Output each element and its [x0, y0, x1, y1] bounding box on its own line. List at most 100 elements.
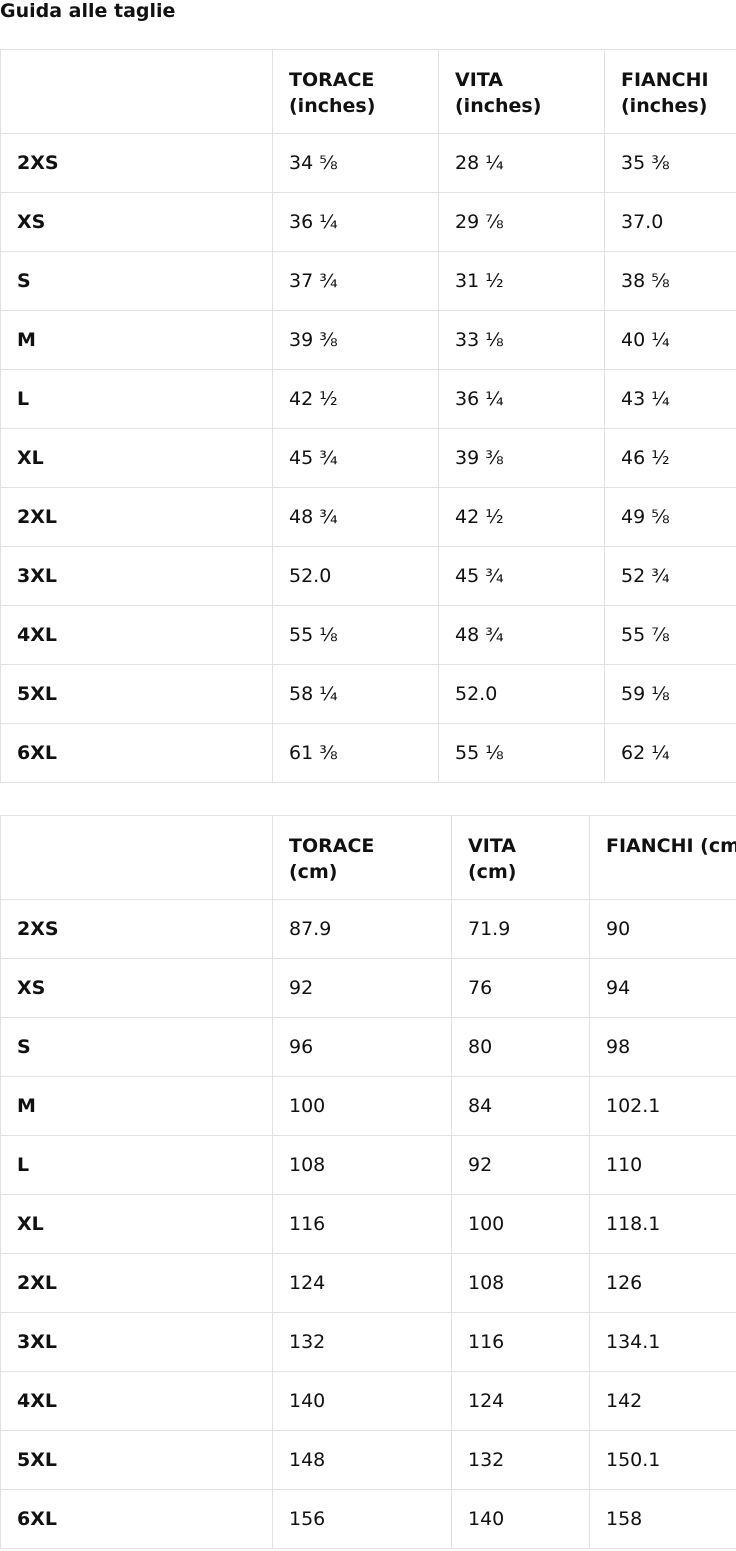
column-header: TORACE (inches)	[272, 49, 439, 134]
measurement: 150.1	[589, 1430, 736, 1490]
corner-cell	[0, 49, 273, 134]
table-body: 2XS 87.9 71.9 90 XS 92 76 94 S 96 80 98 M 100 84 102.1 L…	[0, 899, 736, 1549]
measurement: 37.0	[604, 192, 736, 252]
measurement: 110	[589, 1135, 736, 1195]
measurement: 35 ⅜	[604, 133, 736, 193]
size-row: M 100 84 102.1	[0, 1076, 736, 1136]
size-row: XL 45 ¾ 39 ⅜ 46 ½	[0, 428, 736, 488]
measurement: 43 ¼	[604, 369, 736, 429]
size-label: 2XS	[0, 899, 273, 959]
size-row: M 39 ⅜ 33 ⅛ 40 ¼	[0, 310, 736, 370]
measurement: 84	[451, 1076, 590, 1136]
size-label: 4XL	[0, 1371, 273, 1431]
measurement: 55 ⅛	[272, 605, 439, 665]
size-label: S	[0, 251, 273, 311]
table-body: 2XS 34 ⅝ 28 ¼ 35 ⅜ XS 36 ¼ 29 ⅞ 37.0 S 37 ¾ 31 ½ 38…	[0, 133, 736, 783]
size-label: 3XL	[0, 1312, 273, 1372]
size-label: XL	[0, 428, 273, 488]
measurement: 36 ¼	[272, 192, 439, 252]
size-label: 2XL	[0, 1253, 273, 1313]
measurement: 31 ½	[438, 251, 605, 311]
measurement: 39 ⅜	[438, 428, 605, 488]
measurement: 37 ¾	[272, 251, 439, 311]
size-label: 2XL	[0, 487, 273, 547]
measurement: 71.9	[451, 899, 590, 959]
measurement: 62 ¼	[604, 723, 736, 783]
measurement: 156	[272, 1489, 452, 1549]
measurement: 42 ½	[272, 369, 439, 429]
measurement: 108	[451, 1253, 590, 1313]
size-row: XS 36 ¼ 29 ⅞ 37.0	[0, 192, 736, 252]
size-label: XS	[0, 958, 273, 1018]
column-header-text: FIANCHI (cm)	[606, 835, 736, 857]
size-row: L 108 92 110	[0, 1135, 736, 1195]
column-header-text: VITA (inches)	[455, 69, 542, 117]
measurement: 55 ⅞	[604, 605, 736, 665]
measurement: 118.1	[589, 1194, 736, 1254]
size-row: S 37 ¾ 31 ½ 38 ⅝	[0, 251, 736, 311]
measurement: 33 ⅛	[438, 310, 605, 370]
measurement: 124	[451, 1371, 590, 1431]
measurement: 39 ⅜	[272, 310, 439, 370]
measurement: 38 ⅝	[604, 251, 736, 311]
size-label: L	[0, 369, 273, 429]
measurement: 96	[272, 1017, 452, 1077]
measurement: 140	[451, 1489, 590, 1549]
measurement: 58 ¼	[272, 664, 439, 724]
size-row: L 42 ½ 36 ¼ 43 ¼	[0, 369, 736, 429]
measurement: 61 ⅜	[272, 723, 439, 783]
size-row: 5XL 148 132 150.1	[0, 1430, 736, 1490]
header-row: TORACE (cm) VITA (cm) FIANCHI (cm)	[0, 815, 736, 900]
size-label: XL	[0, 1194, 273, 1254]
measurement: 42 ½	[438, 487, 605, 547]
size-label: M	[0, 1076, 273, 1136]
measurement: 90	[589, 899, 736, 959]
measurement: 98	[589, 1017, 736, 1077]
measurement: 34 ⅝	[272, 133, 439, 193]
measurement: 158	[589, 1489, 736, 1549]
column-header: TORACE (cm)	[272, 815, 452, 900]
corner-cell	[0, 815, 273, 900]
size-row: 2XS 34 ⅝ 28 ¼ 35 ⅜	[0, 133, 736, 193]
measurement: 124	[272, 1253, 452, 1313]
size-label: 5XL	[0, 664, 273, 724]
size-label: M	[0, 310, 273, 370]
size-label: L	[0, 1135, 273, 1195]
size-row: 5XL 58 ¼ 52.0 59 ⅛	[0, 664, 736, 724]
size-row: 6XL 156 140 158	[0, 1489, 736, 1549]
measurement: 102.1	[589, 1076, 736, 1136]
column-header: VITA (cm)	[451, 815, 590, 900]
measurement: 116	[272, 1194, 452, 1254]
size-row: 4XL 140 124 142	[0, 1371, 736, 1431]
size-row: 2XL 124 108 126	[0, 1253, 736, 1313]
measurement: 148	[272, 1430, 452, 1490]
measurement: 48 ¾	[272, 487, 439, 547]
size-label: 5XL	[0, 1430, 273, 1490]
measurement: 87.9	[272, 899, 452, 959]
measurement: 80	[451, 1017, 590, 1077]
table-header: TORACE (cm) VITA (cm) FIANCHI (cm)	[0, 815, 736, 900]
column-header-text: TORACE (inches)	[289, 69, 376, 117]
measurement: 45 ¾	[272, 428, 439, 488]
measurement: 100	[272, 1076, 452, 1136]
measurement: 108	[272, 1135, 452, 1195]
table-header: TORACE (inches) VITA (inches) FIANCHI (inc…	[0, 49, 736, 134]
column-header-text: VITA (cm)	[468, 835, 517, 883]
size-row: 2XS 87.9 71.9 90	[0, 899, 736, 959]
measurement: 52.0	[272, 546, 439, 606]
measurement: 46 ½	[604, 428, 736, 488]
measurement: 132	[272, 1312, 452, 1372]
measurement: 49 ⅝	[604, 487, 736, 547]
measurement: 52.0	[438, 664, 605, 724]
size-label: S	[0, 1017, 273, 1077]
measurement: 28 ¼	[438, 133, 605, 193]
size-row: 3XL 132 116 134.1	[0, 1312, 736, 1372]
measurement: 92	[272, 958, 452, 1018]
title: Guida alle taglie	[0, 0, 176, 22]
measurement: 132	[451, 1430, 590, 1490]
measurement: 55 ⅛	[438, 723, 605, 783]
column-header: FIANCHI (inches)	[604, 49, 736, 134]
measurement: 40 ¼	[604, 310, 736, 370]
